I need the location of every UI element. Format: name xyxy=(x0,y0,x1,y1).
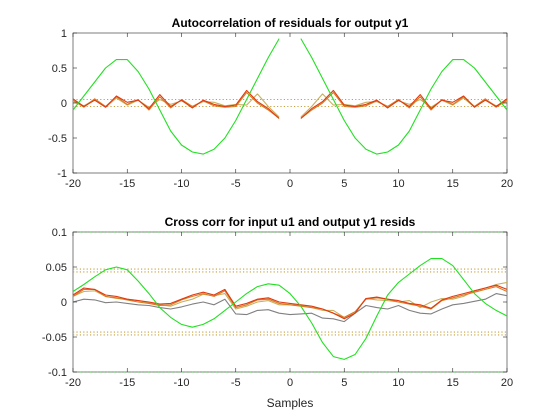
cross-correlation-axes: -20 -15 -10 -5 0 5 10 15 20 -0.1 -0.05 0 0.05 0.1 Cros… xyxy=(42,215,513,389)
y-tick-label: 0.05 xyxy=(46,262,67,274)
x-tick-label: -10 xyxy=(174,178,190,190)
x-tick-label: -20 xyxy=(65,377,81,389)
x-tick-label: 5 xyxy=(341,178,347,190)
x-tick-label: 15 xyxy=(447,377,459,389)
chart-title: Autocorrelation of residuals for output … xyxy=(172,16,409,30)
y-tick-label: -1 xyxy=(57,168,67,180)
x-tick-label: -10 xyxy=(174,377,190,389)
y-tick-label: 0.1 xyxy=(52,227,67,239)
x-tick-label: 20 xyxy=(501,377,513,389)
y-tick-label: -0.1 xyxy=(48,367,67,379)
x-tick-label: 0 xyxy=(287,178,293,190)
y-tick-label: 0 xyxy=(61,98,67,110)
y-tick-label: -0.5 xyxy=(48,133,67,145)
y-tick-label: -0.05 xyxy=(42,332,67,344)
y-tick-label: 1 xyxy=(61,28,67,40)
x-tick-label: -20 xyxy=(65,178,81,190)
x-axis-label: Samples xyxy=(267,396,314,410)
autocorrelation-axes: -20 -15 -10 -5 0 5 10 15 20 -1 -0.5 0 0.5 1 Autocorrel… xyxy=(48,16,513,190)
x-tick-label: 5 xyxy=(341,377,347,389)
chart-title: Cross corr for input u1 and output y1 re… xyxy=(165,215,416,229)
x-tick-label: 15 xyxy=(447,178,459,190)
y-tick-label: 0 xyxy=(61,297,67,309)
x-tick-label: 10 xyxy=(392,377,404,389)
x-tick-label: -15 xyxy=(119,377,135,389)
x-tick-label: -15 xyxy=(119,178,135,190)
x-tick-label: 10 xyxy=(392,178,404,190)
x-tick-label: 20 xyxy=(501,178,513,190)
y-tick-label: 0.5 xyxy=(52,63,67,75)
x-tick-label: -5 xyxy=(231,178,241,190)
x-tick-label: -5 xyxy=(231,377,241,389)
plot-area xyxy=(73,33,507,173)
x-tick-label: 0 xyxy=(287,377,293,389)
